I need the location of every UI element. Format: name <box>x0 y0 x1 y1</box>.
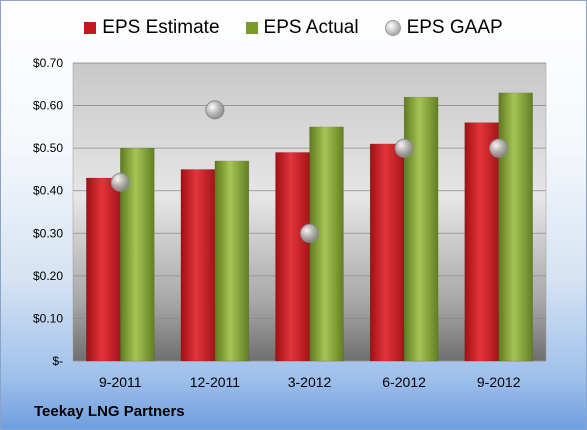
legend: EPS Estimate EPS Actual EPS GAAP <box>1 17 586 39</box>
marker-eps-gaap <box>110 172 130 192</box>
x-tick-label: 3-2012 <box>288 374 332 390</box>
y-tick-label: $0.10 <box>33 311 63 325</box>
marker-eps-gaap <box>300 223 319 243</box>
y-tick-label: $0.30 <box>33 226 63 240</box>
legend-item-eps-estimate: EPS Estimate <box>84 17 220 39</box>
y-tick-label: $0.70 <box>33 56 63 70</box>
bar-eps-estimate <box>275 152 310 362</box>
legend-item-eps-gaap: EPS GAAP <box>384 17 503 39</box>
bar-eps-estimate <box>464 122 499 362</box>
x-tick-label: 6-2012 <box>382 374 426 390</box>
x-tick-label: 9-2011 <box>99 374 142 390</box>
bar-eps-estimate <box>86 177 121 362</box>
bar-eps-estimate <box>369 143 405 362</box>
legend-swatch-green <box>245 22 258 34</box>
bar-eps-actual <box>309 126 344 362</box>
y-tick-label: $0.20 <box>33 269 63 283</box>
bar-eps-actual <box>214 160 250 362</box>
legend-item-eps-actual: EPS Actual <box>245 17 359 39</box>
bar-eps-actual <box>498 92 533 362</box>
y-tick-label: $0.40 <box>33 184 63 198</box>
company-caption: Teekay LNG Partners <box>34 403 185 420</box>
bars <box>86 92 533 362</box>
legend-swatch-red <box>84 22 97 34</box>
bar-eps-estimate <box>180 169 216 362</box>
marker-eps-gaap <box>394 138 414 158</box>
legend-label-eps-actual: EPS Actual <box>263 17 359 38</box>
x-axis: 9-2011 12-2011 3-2012 6-2012 9-2012 <box>99 374 521 390</box>
x-tick-label: 12-2011 <box>190 374 241 390</box>
y-tick-label: $0.60 <box>33 99 63 113</box>
legend-label-eps-gaap: EPS GAAP <box>406 17 503 38</box>
markers <box>110 100 509 243</box>
y-tick-label: $0.50 <box>33 141 63 155</box>
marker-eps-gaap <box>489 138 509 158</box>
y-tick-label: $- <box>52 354 63 368</box>
legend-swatch-gray <box>384 20 401 36</box>
x-tick-label: 9-2012 <box>477 374 521 390</box>
y-axis: $- $0.10 $0.20 $0.30 $0.40 $0.50 $0.60 $0.70 <box>33 56 63 368</box>
legend-label-eps-estimate: EPS Estimate <box>102 17 220 38</box>
bar-eps-actual <box>403 96 439 362</box>
marker-eps-gaap <box>205 100 225 120</box>
